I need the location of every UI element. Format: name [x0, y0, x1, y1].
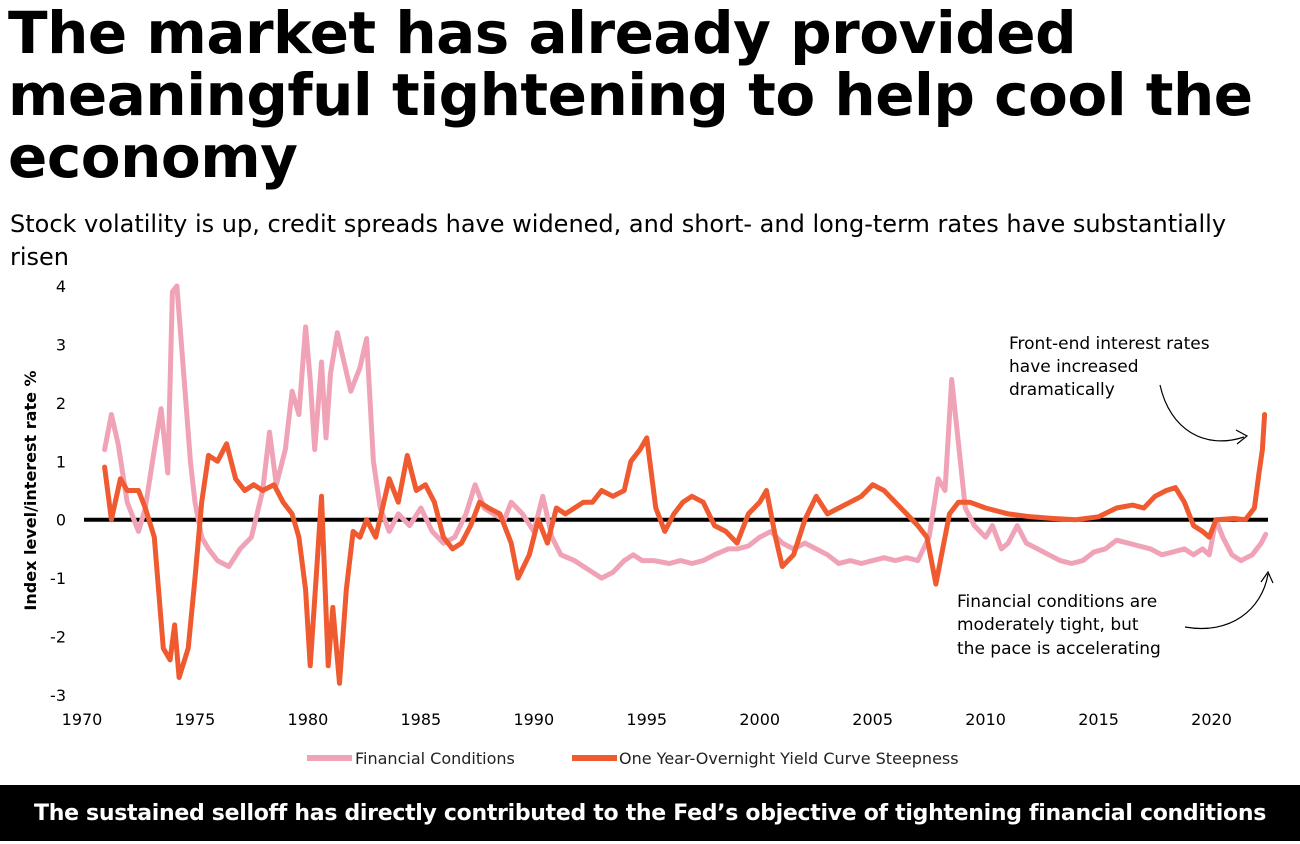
- x-tick-label: 1980: [288, 710, 329, 729]
- annotation-line: the pace is accelerating: [957, 639, 1161, 659]
- x-tick-label: 1970: [62, 710, 103, 729]
- y-axis-label: Index level/interest rate %: [21, 370, 40, 610]
- chart-title: The market has already provided meaningf…: [8, 0, 1253, 191]
- y-axis: 4 3 2 1 0 -1 -2 -3: [50, 280, 66, 705]
- x-tick-label: 2005: [852, 710, 893, 729]
- series-line-yield-curve: [102, 412, 1268, 686]
- line-chart: 4 3 2 1 0 -1 -2 -3 1970 1975 1980 1985 1990 1995 2000…: [21, 280, 1274, 768]
- y-tick-label: 1: [56, 452, 66, 471]
- x-tick-label: 2020: [1191, 710, 1232, 729]
- legend-label-yield-curve: One Year-Overnight Yield Curve Steepness: [619, 749, 959, 768]
- annotation-line: dramatically: [1009, 380, 1115, 400]
- annotation-front-end-rates: Front-end interest rates have increased …: [1009, 334, 1249, 445]
- chart-subtitle: Stock volatility is up, credit spreads h…: [10, 210, 1227, 271]
- arrow-head-icon: [1235, 429, 1249, 445]
- footer-text: The sustained selloff has directly contr…: [34, 800, 1266, 826]
- arrow-head-icon: [1260, 570, 1274, 584]
- x-tick-label: 2010: [965, 710, 1006, 729]
- legend: Financial Conditions One Year-Overnight …: [307, 749, 959, 768]
- x-tick-label: 1975: [175, 710, 216, 729]
- series-line-financial-conditions: [102, 283, 1269, 581]
- x-tick-label: 1990: [513, 710, 554, 729]
- annotation-financial-conditions: Financial conditions are moderately tigh…: [957, 570, 1274, 659]
- annotation-line: Financial conditions are: [957, 592, 1157, 612]
- x-tick-label: 1995: [626, 710, 667, 729]
- annotation-line: Front-end interest rates: [1009, 334, 1210, 354]
- annotation-arrow: [1184, 573, 1269, 629]
- y-tick-label: -1: [50, 569, 66, 588]
- annotation-line: have increased: [1009, 357, 1139, 377]
- annotation-line: moderately tight, but: [957, 615, 1139, 635]
- legend-label-financial-conditions: Financial Conditions: [355, 749, 515, 768]
- y-tick-label: -2: [50, 628, 66, 647]
- y-tick-label: 4: [56, 280, 66, 296]
- y-tick-label: 0: [56, 511, 66, 530]
- footer-banner: The sustained selloff has directly contr…: [0, 785, 1300, 841]
- series-layer: [102, 283, 1269, 686]
- y-tick-label: -3: [50, 686, 66, 705]
- y-tick-label: 2: [56, 394, 66, 413]
- y-tick-label: 3: [56, 335, 66, 354]
- x-tick-label: 2000: [739, 710, 780, 729]
- x-tick-label: 1985: [400, 710, 441, 729]
- x-tick-label: 2015: [1078, 710, 1119, 729]
- x-axis: 1970 1975 1980 1985 1990 1995 2000 2005 2010 2015…: [62, 710, 1232, 729]
- annotation-arrow: [1159, 384, 1245, 442]
